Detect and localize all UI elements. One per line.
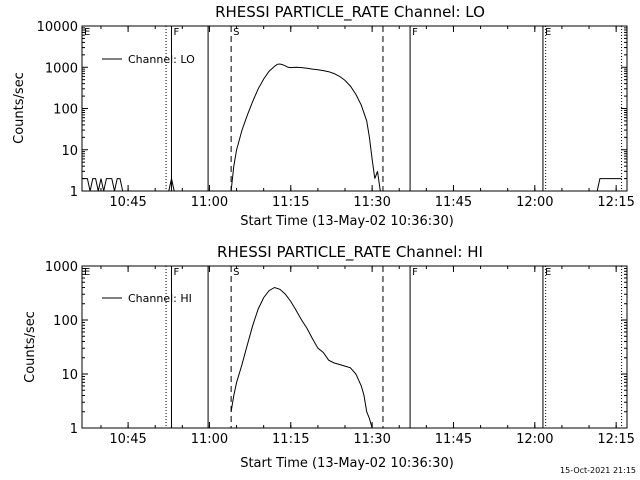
y-axis-label: Counts/sec bbox=[23, 311, 38, 383]
y-axis-label: Counts/sec bbox=[12, 72, 27, 144]
y-tick-label: 1 bbox=[70, 185, 78, 200]
legend: Channel: LO bbox=[102, 53, 195, 66]
x-tick-label: 10:45 bbox=[109, 195, 146, 210]
axis-ticks: 10:45 11:00 11:15 11:30 11:45 12:00 12:15 1 10 10… bbox=[37, 20, 635, 210]
y-tick-label: 10000 bbox=[37, 20, 78, 35]
marker-label: E bbox=[84, 27, 90, 38]
x-tick-label: 11:15 bbox=[272, 432, 309, 447]
chart-panel-lo: RHESSI PARTICLE_RATE Channel: LO Counts/… bbox=[12, 3, 635, 229]
marker-label: S bbox=[233, 267, 239, 278]
series-line-segment bbox=[594, 178, 622, 192]
series-line-segment bbox=[230, 63, 381, 192]
y-tick-label: 10 bbox=[61, 368, 78, 383]
x-tick-label: 11:45 bbox=[435, 432, 472, 447]
x-tick-label: 11:00 bbox=[191, 432, 228, 447]
x-tick-label: 11:15 bbox=[272, 195, 309, 210]
x-tick-label: 11:45 bbox=[435, 195, 472, 210]
marker-label: F bbox=[412, 27, 418, 38]
series-line-segment bbox=[82, 178, 124, 192]
y-tick-label: 1000 bbox=[45, 260, 78, 275]
marker-label: E bbox=[545, 267, 551, 278]
series-line-segment bbox=[230, 286, 373, 429]
x-tick-label: 12:15 bbox=[597, 432, 634, 447]
chart-title: RHESSI PARTICLE_RATE Channel: HI bbox=[217, 243, 483, 262]
x-tick-label: 12:15 bbox=[597, 195, 634, 210]
y-tick-label: 1000 bbox=[45, 61, 78, 76]
legend-label: Channel: LO bbox=[128, 53, 195, 66]
marker-label: F bbox=[412, 267, 418, 278]
x-tick-label: 12:00 bbox=[516, 432, 553, 447]
series-layer bbox=[230, 286, 373, 429]
x-axis-label: Start Time (13-May-02 10:36:30) bbox=[240, 456, 454, 471]
y-tick-label: 10 bbox=[61, 144, 78, 159]
marker-label: E bbox=[84, 267, 90, 278]
y-tick-label: 100 bbox=[53, 103, 78, 118]
x-tick-label: 11:30 bbox=[353, 432, 390, 447]
x-tick-label: 11:00 bbox=[191, 195, 228, 210]
series-line-segment bbox=[168, 178, 175, 192]
footer-timestamp: 15-Oct-2021 21:15 bbox=[560, 466, 636, 475]
chart-panel-hi: RHESSI PARTICLE_RATE Channel: HI Counts/… bbox=[23, 243, 635, 471]
legend: Channel: HI bbox=[102, 292, 192, 305]
x-tick-label: 10:45 bbox=[109, 432, 146, 447]
marker-label: E bbox=[545, 27, 551, 38]
chart-title: RHESSI PARTICLE_RATE Channel: LO bbox=[215, 3, 485, 22]
axis-ticks: 10:45 11:00 11:15 11:30 11:45 12:00 12:15 1 10 10… bbox=[45, 260, 635, 447]
marker-label: S bbox=[233, 27, 239, 38]
x-tick-label: 11:30 bbox=[353, 195, 390, 210]
marker-label: F bbox=[173, 267, 179, 278]
y-tick-label: 1 bbox=[70, 422, 78, 437]
series-layer bbox=[82, 63, 622, 192]
x-tick-label: 12:00 bbox=[516, 195, 553, 210]
legend-label: Channel: HI bbox=[128, 292, 192, 305]
x-axis-label: Start Time (13-May-02 10:36:30) bbox=[240, 214, 454, 229]
marker-label: F bbox=[173, 27, 179, 38]
y-tick-label: 100 bbox=[53, 314, 78, 329]
